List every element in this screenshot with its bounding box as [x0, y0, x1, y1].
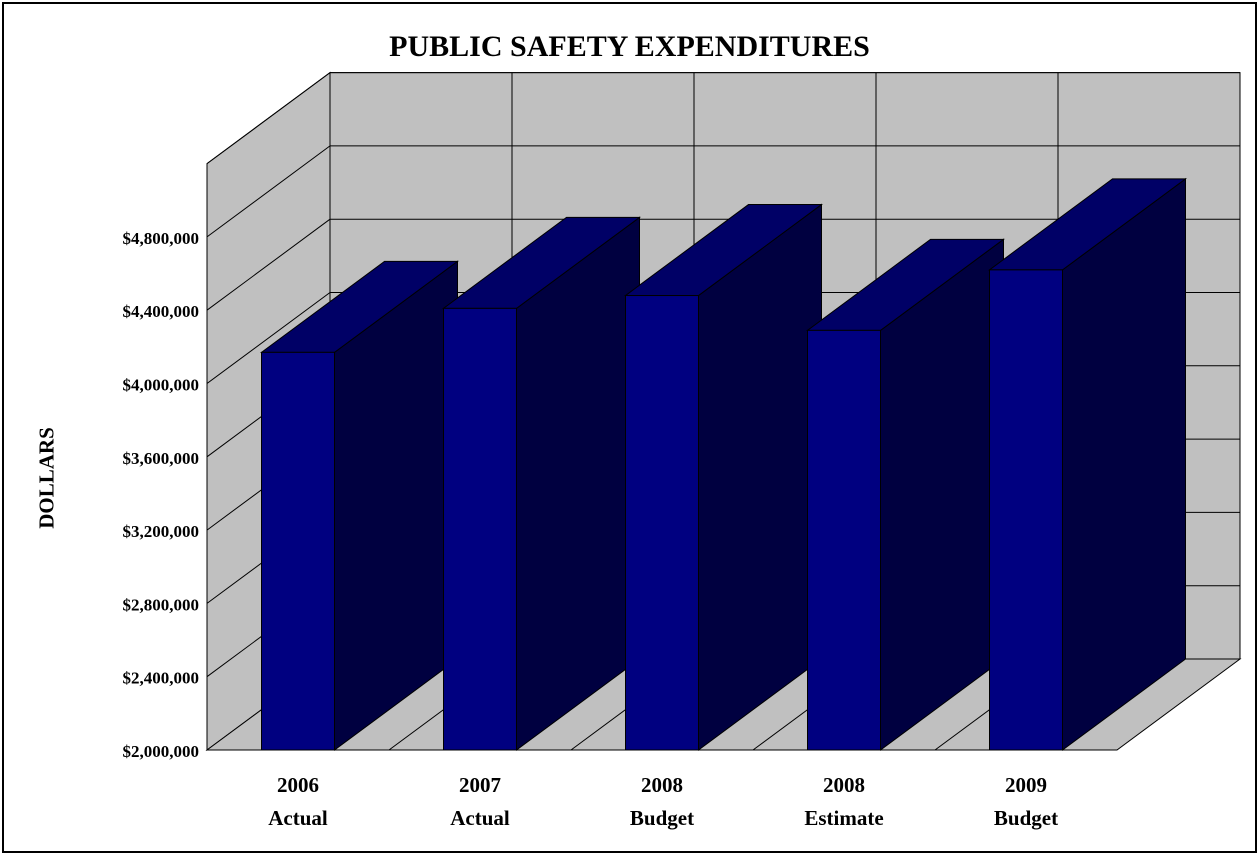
x-tick-label: Estimate — [804, 806, 883, 830]
y-tick-label: $3,600,000 — [123, 449, 200, 468]
gridline-side — [206, 292, 331, 384]
x-tick-label: Budget — [630, 806, 694, 830]
bar-side — [516, 216, 640, 751]
bar — [989, 269, 1063, 751]
y-tick-label: $4,800,000 — [123, 229, 200, 248]
y-tick-label: $4,400,000 — [123, 302, 200, 321]
gridline-side — [206, 218, 331, 311]
y-tick-label: $4,000,000 — [123, 376, 200, 395]
x-tick-label: Actual — [450, 806, 510, 830]
bar — [443, 307, 517, 751]
bar — [261, 351, 335, 751]
x-tick-label: 2009 — [1005, 773, 1047, 797]
y-tick-label: $2,800,000 — [123, 595, 200, 614]
x-tick-label: Actual — [268, 806, 328, 830]
x-tick-label: 2006 — [277, 773, 319, 797]
bar-side — [698, 203, 822, 751]
bar-side — [1062, 177, 1186, 751]
bar — [807, 329, 881, 751]
x-tick-label: 2007 — [459, 773, 501, 797]
x-tick-label: 2008 — [823, 773, 865, 797]
x-tick-label: 2008 — [641, 773, 683, 797]
gridline-side — [206, 145, 331, 238]
x-tick-label: Budget — [994, 806, 1058, 830]
y-tick-label: $3,200,000 — [123, 522, 200, 541]
bar — [625, 295, 699, 751]
y-tick-label: $2,000,000 — [123, 742, 200, 761]
gridline-side — [206, 72, 331, 165]
chart-title: PUBLIC SAFETY EXPENDITURES — [389, 30, 870, 63]
y-tick-label: $2,400,000 — [123, 669, 200, 688]
